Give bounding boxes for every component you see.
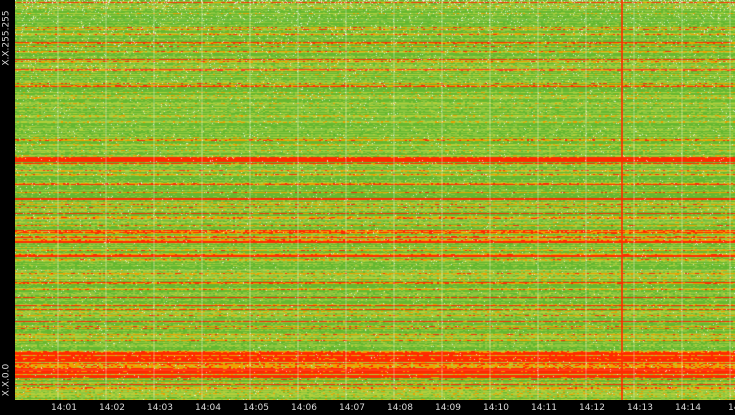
x-tick-label: 14:06 bbox=[291, 403, 317, 413]
y-axis-bottom-label: X.X.0.0 bbox=[1, 363, 12, 397]
x-tick-label: 14:11 bbox=[531, 403, 557, 413]
y-axis: X.X.255.255 X.X.0.0 bbox=[0, 0, 15, 400]
x-tick-label: 14:09 bbox=[435, 403, 461, 413]
heatmap-plot-area bbox=[15, 0, 735, 400]
x-tick-label: 14:02 bbox=[99, 403, 125, 413]
y-axis-top-label: X.X.255.255 bbox=[1, 10, 12, 66]
x-tick-label: 14:14 bbox=[675, 403, 701, 413]
x-tick-label: 14:01 bbox=[51, 403, 77, 413]
x-tick-label: 14:03 bbox=[147, 403, 173, 413]
x-tick-label: 14:05 bbox=[243, 403, 269, 413]
x-axis: 14:01 14:02 14:03 14:04 14:05 14:06 14:07 14:08… bbox=[0, 400, 735, 415]
x-tick-label: 14:13 bbox=[627, 403, 653, 413]
x-tick-label: 14:10 bbox=[483, 403, 509, 413]
x-tick-label: 14 bbox=[728, 403, 735, 413]
x-tick-label: 14:12 bbox=[579, 403, 605, 413]
x-tick-label: 14:08 bbox=[387, 403, 413, 413]
x-tick-label: 14:07 bbox=[339, 403, 365, 413]
x-tick-label: 14:04 bbox=[195, 403, 221, 413]
heatmap-cells bbox=[15, 0, 735, 400]
